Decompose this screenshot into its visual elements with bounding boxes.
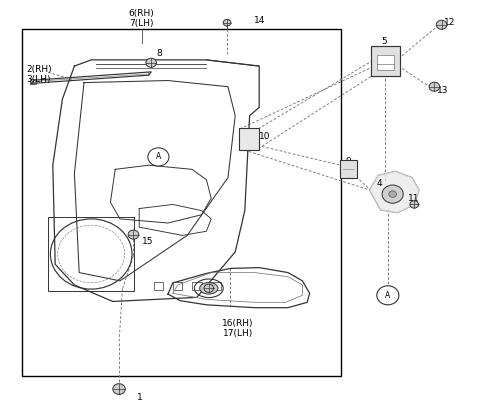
Circle shape xyxy=(410,201,419,208)
Circle shape xyxy=(146,58,156,67)
FancyBboxPatch shape xyxy=(371,46,400,76)
Bar xyxy=(173,282,182,290)
Text: 5: 5 xyxy=(381,37,387,46)
Text: 8: 8 xyxy=(156,49,162,58)
Circle shape xyxy=(148,148,169,166)
Text: 9: 9 xyxy=(346,157,351,166)
Text: 1: 1 xyxy=(137,393,143,402)
Text: 12: 12 xyxy=(444,18,456,27)
Text: 6(RH)
7(LH): 6(RH) 7(LH) xyxy=(129,9,155,28)
Circle shape xyxy=(429,82,440,91)
Polygon shape xyxy=(370,171,419,213)
Text: 10: 10 xyxy=(259,132,271,141)
FancyBboxPatch shape xyxy=(239,128,259,150)
Bar xyxy=(48,217,134,291)
Text: 13: 13 xyxy=(437,86,448,95)
Text: A: A xyxy=(385,291,390,300)
Bar xyxy=(192,282,202,290)
Bar xyxy=(22,29,341,376)
Circle shape xyxy=(113,384,125,394)
Ellipse shape xyxy=(200,282,218,294)
Text: 4: 4 xyxy=(377,179,383,188)
Text: A: A xyxy=(156,152,161,161)
Circle shape xyxy=(204,284,214,292)
Text: 15: 15 xyxy=(142,237,153,246)
Text: 11: 11 xyxy=(408,194,420,203)
Circle shape xyxy=(436,20,447,29)
FancyBboxPatch shape xyxy=(340,160,357,178)
Circle shape xyxy=(377,286,399,305)
Text: 14: 14 xyxy=(254,16,266,25)
Circle shape xyxy=(128,230,139,239)
Bar xyxy=(154,282,163,290)
Bar xyxy=(377,55,394,70)
Circle shape xyxy=(223,19,231,26)
Bar xyxy=(211,282,221,290)
Circle shape xyxy=(389,191,396,197)
Circle shape xyxy=(382,185,403,203)
Text: 2(RH)
3(LH): 2(RH) 3(LH) xyxy=(26,65,52,84)
Text: 16(RH)
17(LH): 16(RH) 17(LH) xyxy=(222,319,253,338)
Bar xyxy=(30,79,36,84)
